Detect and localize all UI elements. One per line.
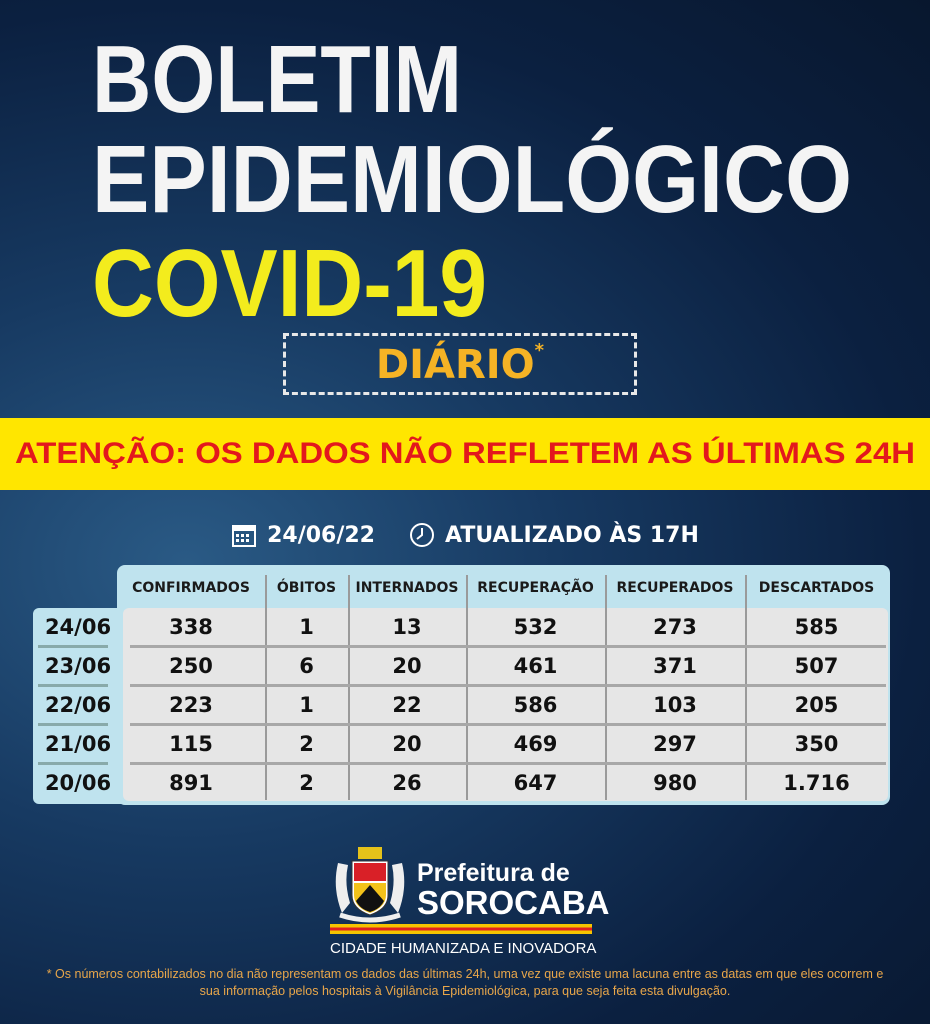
column-divider bbox=[466, 575, 468, 800]
table-cell: 13 bbox=[392, 615, 422, 639]
table-cell: 2 bbox=[299, 732, 314, 756]
column-divider bbox=[745, 575, 747, 800]
row-date: 21/06 bbox=[44, 732, 112, 756]
calendar-icon bbox=[232, 525, 257, 547]
column-header: CONFIRMADOS bbox=[132, 580, 250, 596]
column-header: INTERNADOS bbox=[355, 580, 459, 596]
table-cell: 1 bbox=[299, 615, 314, 639]
table-cell: 205 bbox=[794, 693, 839, 717]
column-header: ÓBITOS bbox=[276, 580, 337, 596]
table-cell: 1 bbox=[299, 693, 314, 717]
diario-label: DIÁRIO bbox=[375, 342, 535, 388]
column-header: RECUPERADOS bbox=[616, 580, 734, 596]
table-cell: 250 bbox=[169, 654, 213, 678]
diario-asterisk: * bbox=[534, 340, 545, 361]
table-cell: 980 bbox=[653, 771, 697, 795]
footnote: * Os números contabilizados no dia não r… bbox=[46, 967, 884, 998]
table-cell: 20 bbox=[392, 654, 422, 678]
table-cell: 115 bbox=[169, 732, 213, 756]
row-divider bbox=[38, 684, 108, 687]
row-divider bbox=[38, 762, 108, 765]
table-cell: 338 bbox=[169, 615, 213, 639]
logo-line-2: SOROCABA bbox=[417, 884, 610, 921]
table-cell: 22 bbox=[392, 693, 422, 717]
logo-line-1: Prefeitura de bbox=[417, 859, 570, 887]
row-divider bbox=[130, 645, 886, 648]
table-body bbox=[123, 608, 888, 801]
table-cell: 461 bbox=[513, 654, 558, 678]
table-cell: 647 bbox=[513, 771, 558, 795]
table-cell: 371 bbox=[653, 654, 697, 678]
table-cell: 891 bbox=[169, 771, 213, 795]
table-cell: 103 bbox=[653, 693, 697, 717]
table-cell: 1.716 bbox=[783, 771, 850, 795]
table-cell: 6 bbox=[299, 654, 314, 678]
column-header: DESCARTADOS bbox=[758, 580, 875, 596]
row-divider bbox=[130, 762, 886, 765]
warning-banner: ATENÇÃO: OS DADOS NÃO REFLETEM AS ÚLTIMA… bbox=[0, 418, 930, 490]
report-date: 24/06/22 bbox=[267, 522, 375, 548]
row-divider bbox=[130, 723, 886, 726]
row-date: 20/06 bbox=[44, 771, 112, 795]
slogan: CIDADE HUMANIZADA E INOVADORA bbox=[330, 940, 597, 957]
flag-stripe bbox=[330, 924, 592, 934]
table-cell: 297 bbox=[653, 732, 697, 756]
column-header: RECUPERAÇÃO bbox=[477, 580, 594, 596]
row-divider bbox=[38, 723, 108, 726]
table-cell: 273 bbox=[653, 615, 697, 639]
coat-of-arms-logo bbox=[335, 847, 405, 923]
table-cell: 586 bbox=[513, 693, 558, 717]
table-cell: 532 bbox=[513, 615, 558, 639]
column-divider bbox=[348, 575, 350, 800]
row-divider bbox=[130, 684, 886, 687]
date-column bbox=[33, 608, 123, 804]
table-cell: 26 bbox=[392, 771, 422, 795]
table-cell: 20 bbox=[392, 732, 422, 756]
table-cell: 223 bbox=[169, 693, 213, 717]
updated-time: ATUALIZADO ÀS 17H bbox=[445, 522, 699, 548]
title-line-1: BOLETIM bbox=[92, 26, 462, 133]
column-divider bbox=[605, 575, 607, 800]
clock-icon bbox=[410, 523, 434, 547]
table-cell: 350 bbox=[794, 732, 839, 756]
row-date: 23/06 bbox=[44, 654, 112, 678]
title-covid: COVID-19 bbox=[92, 230, 487, 337]
table-cell: 585 bbox=[794, 615, 839, 639]
row-date: 22/06 bbox=[44, 693, 112, 717]
title-line-2: EPIDEMIOLÓGICO bbox=[92, 126, 852, 233]
table-cell: 507 bbox=[794, 654, 839, 678]
row-divider bbox=[38, 645, 108, 648]
table-cell: 2 bbox=[299, 771, 314, 795]
column-divider bbox=[265, 575, 267, 800]
city-name: Prefeitura de SOROCABA bbox=[417, 860, 610, 920]
diario-badge: DIÁRIO* bbox=[283, 333, 637, 395]
table-cell: 469 bbox=[513, 732, 558, 756]
row-date: 24/06 bbox=[44, 615, 112, 639]
date-line: 24/06/22 ATUALIZADO ÀS 17H bbox=[0, 522, 930, 548]
warning-text: ATENÇÃO: OS DADOS NÃO REFLETEM AS ÚLTIMA… bbox=[15, 437, 916, 470]
